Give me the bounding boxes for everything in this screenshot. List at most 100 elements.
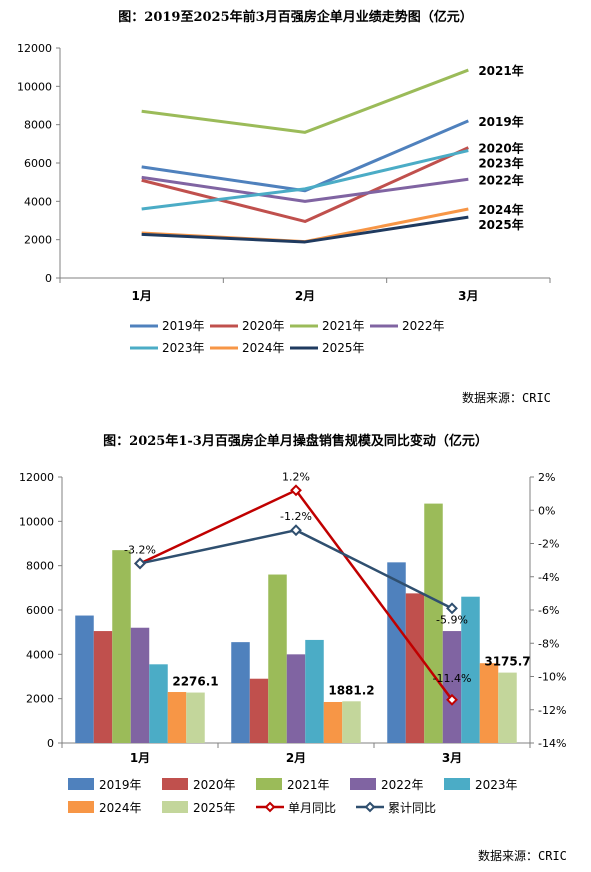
legend-label: 累计同比 xyxy=(388,801,436,815)
series-end-label: 2025年 xyxy=(478,217,523,232)
series-end-label: 2024年 xyxy=(478,202,523,217)
y-tick-label: 6000 xyxy=(24,157,52,170)
bar-2022年-3月 xyxy=(442,631,462,743)
bar-2023年-3月 xyxy=(461,596,480,743)
bar-data-label: 2276.1 xyxy=(172,675,218,689)
x-tick-label: 1月 xyxy=(131,289,151,303)
y-tick-label: 12000 xyxy=(17,42,52,55)
line-data-label: -11.4% xyxy=(433,672,472,685)
series-line-2019年 xyxy=(141,119,469,193)
series-end-label: 2019年 xyxy=(478,114,523,129)
x-tick-label: 1月 xyxy=(130,751,150,765)
legend-label: 2019年 xyxy=(162,319,205,333)
legend-swatch xyxy=(162,801,188,813)
bar-2025年-3月 xyxy=(498,672,517,743)
series-line-2021年 xyxy=(141,68,469,134)
bar-2024年-1月 xyxy=(167,692,187,743)
bar-2023年-1月 xyxy=(149,664,168,743)
legend-label: 2024年 xyxy=(242,341,285,355)
legend-marker xyxy=(364,801,376,813)
legend-label: 2021年 xyxy=(287,778,330,792)
y-tick-label: 2000 xyxy=(26,693,54,706)
x-tick-label: 2月 xyxy=(295,289,315,303)
bar-2019年-2月 xyxy=(231,642,250,743)
bar-data-label: 3175.7 xyxy=(484,655,530,669)
line-marker-单月同比 xyxy=(446,693,458,706)
line-data-label: 1.2% xyxy=(282,470,310,483)
series-end-label: 2023年 xyxy=(478,156,523,171)
y-tick-label: 10000 xyxy=(17,80,52,93)
bar-2023年-2月 xyxy=(305,639,324,743)
bar-2025年-2月 xyxy=(342,701,361,743)
bar-2020年-1月 xyxy=(93,631,113,743)
bar-2021年-2月 xyxy=(268,574,287,743)
chart2-title: 图：2025年1-3月百强房企单月操盘销售规模及同比变动（亿元） xyxy=(103,434,488,449)
chart1-title: 图：2019至2025年前3月百强房企单月业绩走势图（亿元） xyxy=(118,10,473,25)
x-tick-label: 3月 xyxy=(458,289,478,303)
y-tick-label: 2000 xyxy=(24,234,52,247)
y2-tick-label: -12% xyxy=(538,704,566,717)
bar-2020年-3月 xyxy=(405,593,425,743)
series-line-2020年 xyxy=(141,146,469,223)
legend-label: 2025年 xyxy=(193,801,236,815)
legend-swatch xyxy=(68,801,94,813)
line-marker-累计同比 xyxy=(134,557,146,570)
legend-label: 2021年 xyxy=(322,319,365,333)
bar-2019年-1月 xyxy=(75,615,94,743)
y2-tick-label: 2% xyxy=(538,471,555,484)
bar-2022年-1月 xyxy=(130,627,150,743)
legend-label: 2022年 xyxy=(402,319,445,333)
series-line-2023年 xyxy=(141,149,469,211)
legend-swatch xyxy=(444,778,470,790)
y-tick-label: 4000 xyxy=(24,195,52,208)
y2-tick-label: -14% xyxy=(538,737,566,750)
y2-tick-label: -4% xyxy=(538,571,559,584)
legend-marker xyxy=(264,801,276,813)
y2-tick-label: -8% xyxy=(538,637,559,650)
line-data-label: -1.2% xyxy=(280,510,312,523)
y2-tick-label: -6% xyxy=(538,604,559,617)
x-tick-label: 2月 xyxy=(286,751,306,765)
chart2-source: 数据来源：CRIC xyxy=(478,849,567,863)
y-tick-label: 12000 xyxy=(19,471,54,484)
legend-swatch xyxy=(68,778,94,790)
x-tick-label: 3月 xyxy=(442,751,462,765)
line-marker-单月同比 xyxy=(290,484,302,497)
line-marker-累计同比 xyxy=(290,524,302,537)
y2-tick-label: -10% xyxy=(538,671,566,684)
bar-2024年-2月 xyxy=(323,701,343,743)
series-end-label: 2021年 xyxy=(478,63,523,78)
bar-2024年-3月 xyxy=(479,663,499,743)
legend-label: 2022年 xyxy=(381,778,424,792)
legend-label: 2019年 xyxy=(99,778,142,792)
series-end-label: 2020年 xyxy=(478,141,523,156)
line-marker-累计同比 xyxy=(446,602,458,615)
line-data-label: -3.2% xyxy=(124,543,156,556)
y2-tick-label: -2% xyxy=(538,538,559,551)
legend-label: 单月同比 xyxy=(288,801,336,815)
legend-swatch xyxy=(162,778,188,790)
y-tick-label: 4000 xyxy=(26,648,54,661)
bar-2022年-2月 xyxy=(286,654,306,743)
chart2-plot: 0 2000 4000 6000 8000 10000 12000 -14% -12% -10% -… xyxy=(19,470,566,815)
line-data-label: -5.9% xyxy=(436,613,468,626)
legend-label: 2020年 xyxy=(193,778,236,792)
y-tick-label: 0 xyxy=(47,737,54,750)
legend-label: 2024年 xyxy=(99,801,142,815)
legend-swatch xyxy=(350,778,376,790)
y-tick-label: 6000 xyxy=(26,604,54,617)
legend-swatch xyxy=(256,778,282,790)
bar-data-label: 1881.2 xyxy=(328,683,374,697)
bar-2021年-1月 xyxy=(112,550,131,743)
legend-label: 2023年 xyxy=(475,778,518,792)
legend-label: 2020年 xyxy=(242,319,285,333)
legend-label: 2025年 xyxy=(322,341,365,355)
bar-2025年-1月 xyxy=(186,692,205,743)
bar-2020年-2月 xyxy=(249,678,269,743)
series-end-label: 2022年 xyxy=(478,172,523,187)
series-line-2025年 xyxy=(141,215,469,244)
chart1-source: 数据来源：CRIC xyxy=(462,391,551,405)
bar-2019年-3月 xyxy=(387,562,406,743)
legend-label: 2023年 xyxy=(162,341,205,355)
chart1-plot: 0 2000 4000 6000 8000 10000 12000 1月 2月 3月 2021年 20… xyxy=(17,42,551,355)
